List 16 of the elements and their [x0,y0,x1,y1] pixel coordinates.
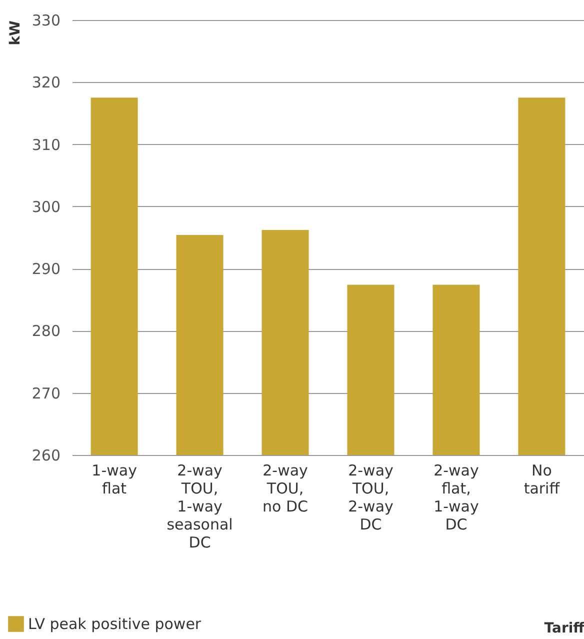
x-tick-label: 2-way TOU, no DC [262,462,308,516]
y-tick-label: 290 [32,260,60,278]
y-tick-label: 270 [32,384,60,402]
y-tick-label: 310 [32,136,60,154]
y-tick-label: 260 [32,446,60,464]
x-tick-label: No tariff [524,462,560,498]
y-axis-title: kW [8,20,24,46]
x-tick-label: 2-way TOU, 1-way seasonal DC [166,462,233,552]
x-tick-label: 2-way flat, 1-way DC [434,462,479,534]
y-tick-label: 330 [32,12,60,30]
y-tick-label: 300 [32,198,60,216]
x-tick-label: 2-way TOU, 2-way DC [348,462,394,534]
y-tick-label: 320 [32,74,60,92]
x-tick-label: 1-way flat [92,462,138,498]
legend-label: LV peak positive power [28,615,202,633]
y-tick-label: 280 [32,322,60,340]
